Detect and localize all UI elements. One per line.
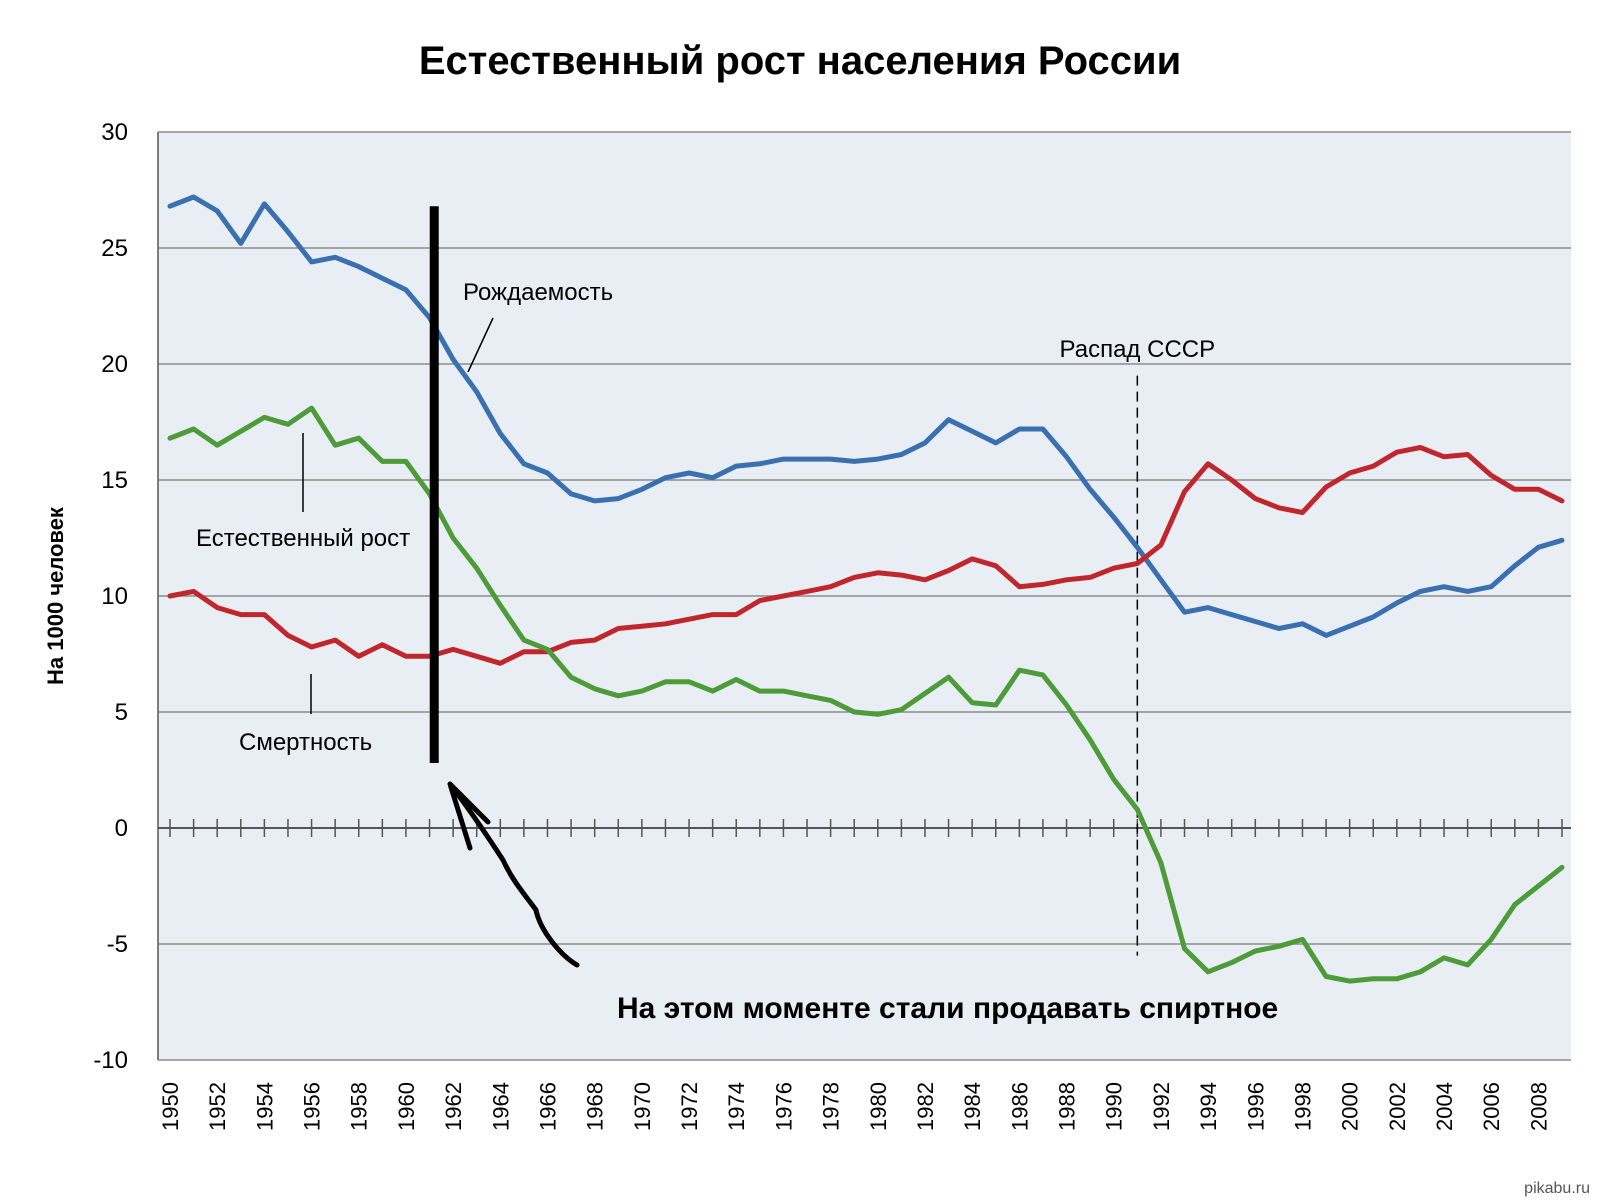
series-lines — [167, 194, 1565, 984]
x-tick-label: 2002 — [1385, 1082, 1410, 1131]
x-tick-label: 1978 — [819, 1082, 844, 1131]
chart-title: Естественный рост населения России — [419, 39, 1181, 83]
y-tick-label: 30 — [101, 119, 128, 146]
y-tick-label: 10 — [101, 583, 128, 610]
y-axis-label: На 1000 человек — [43, 506, 68, 685]
arrow-icon — [447, 781, 580, 968]
x-tick-label: 1992 — [1149, 1082, 1174, 1131]
x-tick-label: 1958 — [347, 1082, 372, 1131]
watermark: pikabu.ru — [1524, 1180, 1590, 1197]
y-tick-label: 15 — [101, 467, 128, 494]
x-tick-label: 1962 — [441, 1082, 466, 1131]
x-tick-labels: 1950 1952 1954 1956 1958 1960 1962 1964 1966 1968… — [158, 1082, 1551, 1131]
x-tick-label: 1954 — [252, 1082, 277, 1131]
x-tick-label: 2008 — [1526, 1082, 1551, 1131]
birth-label-leader — [467, 317, 494, 373]
y-tick-labels: 30 25 20 15 10 5 0 -5 -10 — [93, 119, 128, 1074]
x-tick-label: 1950 — [158, 1082, 183, 1131]
x-tick-label: 1970 — [630, 1082, 655, 1131]
x-tick-label: 2000 — [1338, 1082, 1363, 1131]
birth-rate-line — [167, 194, 1565, 638]
x-tick-label: 1988 — [1055, 1082, 1080, 1131]
x-tick-label: 1994 — [1196, 1082, 1221, 1131]
death-rate-label: Смертность — [239, 729, 372, 756]
natural-growth-line — [167, 405, 1565, 984]
x-tick-label: 1996 — [1243, 1082, 1268, 1131]
x-tick-label: 1998 — [1290, 1082, 1315, 1131]
birth-rate-label: Рождаемость — [463, 279, 613, 306]
y-tick-label: 0 — [115, 815, 128, 842]
x-tick-label: 2006 — [1479, 1082, 1504, 1131]
ussr-collapse-label: Распад СССР — [1060, 336, 1216, 363]
x-tick-label: 1984 — [960, 1082, 985, 1131]
alcohol-note: На этом моменте стали продавать спиртное — [617, 992, 1278, 1025]
x-tick-label: 1960 — [394, 1082, 419, 1131]
x-tick-label: 1982 — [913, 1082, 938, 1131]
y-tick-label: 5 — [115, 699, 128, 726]
x-tick-label: 1974 — [724, 1082, 749, 1131]
y-tick-label: 25 — [101, 235, 128, 262]
x-tick-label: 1956 — [300, 1082, 325, 1131]
x-tick-label: 1986 — [1007, 1082, 1032, 1131]
natural-growth-label: Естественный рост — [196, 525, 410, 552]
death-rate-line — [167, 445, 1565, 666]
y-tick-label: 20 — [101, 351, 128, 378]
x-tick-label: 1972 — [677, 1082, 702, 1131]
x-tick-label: 1976 — [771, 1082, 796, 1131]
x-tick-label: 1966 — [535, 1082, 560, 1131]
y-tick-label: -10 — [93, 1047, 128, 1074]
x-tick-label: 1952 — [205, 1082, 230, 1131]
x-tick-label: 2004 — [1432, 1082, 1457, 1131]
y-tick-label: -5 — [107, 931, 128, 958]
x-tick-label: 1968 — [583, 1082, 608, 1131]
gridlines — [157, 131, 1571, 1061]
x-tick-label: 1980 — [866, 1082, 891, 1131]
x-tick-label: 1964 — [488, 1082, 513, 1131]
x-tick-label: 1990 — [1102, 1082, 1127, 1131]
